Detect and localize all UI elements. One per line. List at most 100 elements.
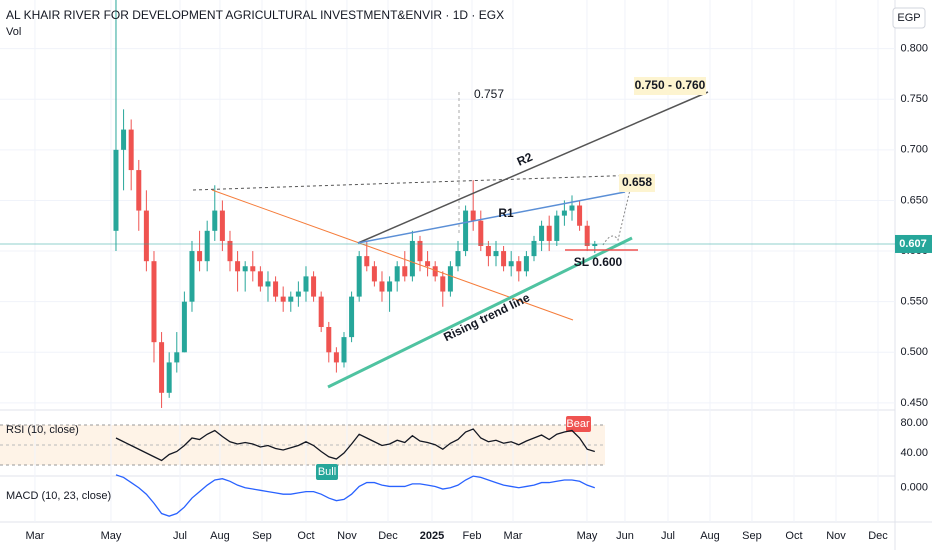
candle-body [554,215,560,241]
candle-body [577,205,583,226]
candle-body [493,251,499,257]
candle-body [333,352,339,363]
candle-body [235,261,241,272]
annotation-box [619,174,655,192]
candle-body [356,256,362,297]
candle-body [569,205,575,211]
y-tick-label: 80.00 [900,417,928,429]
signal-box [566,416,591,432]
candle-body [501,251,507,267]
y-tick-label: 0.500 [900,346,928,358]
candle-body [371,266,377,282]
last-price-box [895,234,932,253]
x-tick-label: May [577,530,598,542]
annotation: 0.658 [622,175,652,189]
x-tick-label: Mar [25,530,44,542]
projection [602,189,631,246]
candle-body [516,261,522,272]
candle-body [189,251,195,302]
y-tick-label: 0.800 [900,42,928,54]
annotation: R1 [498,206,514,220]
candle-body [204,230,210,262]
rsi-line [115,428,595,462]
candle-body [288,296,294,302]
candle-body [455,251,461,267]
trend-line [211,189,574,321]
candle-body [303,276,309,292]
x-tick-label: Nov [826,530,846,542]
candle-body [113,149,119,231]
candle-body [166,362,172,393]
candle-body [432,266,438,277]
candle-body [402,266,408,277]
candle-body [463,210,469,252]
candle-body [523,256,529,272]
candle-body [561,210,567,216]
candle-body [219,210,225,241]
y-tick-label: 0.000 [900,482,928,494]
candle-body [128,129,134,171]
candle-body [349,296,355,338]
x-tick-label: May [101,530,122,542]
y-tick-label: 0.450 [900,397,928,409]
annotation-box [634,77,706,95]
x-tick-label: Oct [297,530,314,542]
candle-body [379,281,385,292]
x-tick-label: Aug [700,530,720,542]
candle-body [539,225,545,241]
annotation: 0.757 [474,87,504,101]
annotation: 0.750 - 0.760 [635,78,706,92]
candle-body [440,276,446,292]
x-tick-label: Sep [742,530,762,542]
candle-body [257,271,263,287]
candle-body [265,281,271,287]
candle-body [311,276,317,297]
annotation: Bear [566,418,590,430]
candle-body [531,240,537,257]
candle-body [242,266,248,272]
candle-body [341,337,347,363]
candle-body [181,301,187,353]
currency[interactable]: EGP [897,12,920,24]
candle-body [159,342,165,393]
currency-box[interactable] [892,7,926,29]
candle-body [295,291,301,297]
x-tick-label: Dec [378,530,398,542]
candle-body [212,210,218,231]
candle-body [151,261,157,343]
macd-line [115,474,596,517]
candle-body [470,210,476,221]
candle-body [280,296,286,302]
candle-body [409,240,415,277]
candle-body [584,225,590,246]
candle-body [227,240,233,262]
candle-body [394,266,400,282]
y-tick-label: 0.700 [900,144,928,156]
y-tick-label: 40.00 [900,447,928,459]
last-price-label: 0.607 [899,238,927,250]
rising-trend-line [327,236,633,389]
x-tick-label: Nov [337,530,357,542]
candle-body [425,261,431,267]
x-tick-label: Aug [210,530,230,542]
candle-body [546,225,552,241]
candle-body [387,281,393,292]
candle-body [592,243,598,246]
x-tick-label: Oct [785,530,802,542]
x-tick-label: Dec [868,530,888,542]
x-tick-label: Feb [462,530,481,542]
x-tick-label: Mar [504,530,523,542]
candle-body [143,210,149,262]
signal-box [316,464,338,480]
candle-body [447,266,453,292]
chart-title: AL KHAIR RIVER FOR DEVELOPMENT AGRICULTU… [6,8,504,22]
r1-line [357,191,626,244]
candle-body [197,251,203,262]
candle-body [485,246,491,257]
candle-body [508,261,514,267]
annotation: SL 0.600 [574,255,623,269]
candle-body [417,240,423,262]
candle-body [326,326,332,353]
